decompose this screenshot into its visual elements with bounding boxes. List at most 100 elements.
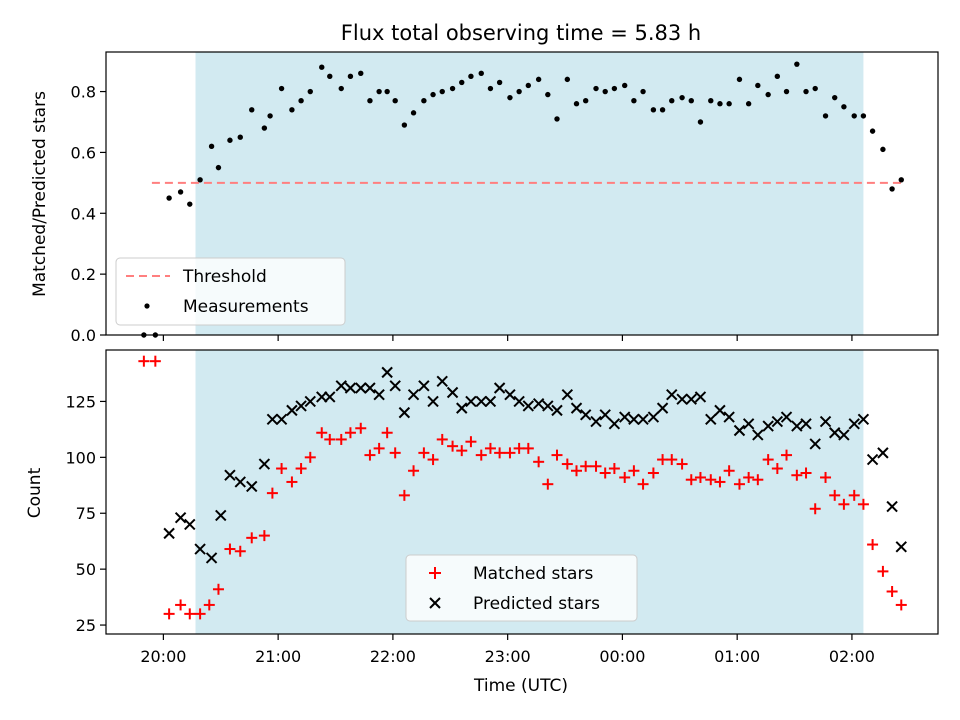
chart-title: Flux total observing time = 5.83 h [341,21,701,45]
matched-star-point [456,445,468,457]
matched-star-point [752,474,764,486]
matched-star-point [194,608,206,620]
matched-star-point [895,599,907,611]
predicted-star-point [246,480,258,493]
matched-star-point [800,467,812,479]
bottom-xlabel: Time (UTC) [473,676,568,696]
matched-star-point [637,478,649,490]
measurement-point [554,116,560,122]
y-tick-label: 25 [76,616,96,635]
matched-star-point [408,465,420,477]
predicted-star-point [780,411,793,423]
measurement-point [611,85,618,92]
predicted-star-point [705,413,717,426]
measurement-point [525,82,532,89]
matched-star-point [175,599,187,611]
measurement-point [631,97,637,104]
bottom-y-ticks: 25 50 75 100 125 [65,392,106,635]
predicted-star-point [475,395,487,408]
measurement-point [679,94,685,101]
matched-star-point [733,478,745,490]
matched-star-point [676,458,688,470]
matched-star-point [551,449,563,461]
measurement-point [841,104,847,110]
predicted-star-point [895,541,907,553]
predicted-star-point [848,418,860,430]
measurement-point [602,88,608,95]
matched-star-point [580,460,592,472]
measurement-point [745,101,752,107]
measurement-point [688,97,694,104]
legend-threshold-label: Threshold [182,267,267,287]
predicted-star-point [355,382,367,394]
matched-star-point [714,476,726,488]
matched-star-point [791,469,803,481]
matched-star-point [657,454,669,466]
matched-star-point [234,545,246,557]
matched-star-point [771,463,783,475]
predicted-star-point [234,476,246,488]
matched-points [138,355,907,620]
x-tick-label: 00:00 [599,647,645,666]
measurement-point [889,186,895,192]
predicted-star-point [542,400,554,412]
predicted-star-point [579,409,592,421]
predicted-star-point [838,429,850,441]
x-tick-label: 21:00 [255,647,301,666]
measurement-point [880,146,886,153]
measurement-point [832,94,838,101]
matched-star-point [324,433,336,445]
measurement-point [367,97,373,104]
measurement-point [177,189,184,195]
measurement-point [430,91,436,98]
measurement-points [141,61,904,338]
predicted-star-point [266,413,279,426]
matched-star-point [608,463,620,475]
matched-star-point [258,530,270,542]
matched-star-point [295,463,307,475]
predicted-star-point [484,395,497,408]
predicted-star-point [762,420,774,432]
measurement-point [822,113,829,119]
y-tick-label: 0.8 [71,83,96,102]
predicted-star-point [877,447,889,459]
predicted-star-point [723,411,735,423]
predicted-star-point [590,415,602,428]
measurement-point [669,97,675,104]
predicted-star-point [286,404,298,417]
matched-star-point [373,442,385,454]
matched-star-point [389,447,401,459]
top-ylabel: Matched/Predicted stars [30,91,50,297]
measurement-point [401,122,408,128]
measurement-point [439,88,445,95]
measurement-point [347,73,354,80]
measurement-point [650,107,657,113]
matched-star-point [533,456,545,468]
measurement-point [187,201,193,207]
predicted-star-point [436,375,448,388]
measurement-point [358,70,364,77]
measurement-point [783,88,790,95]
legend-matched-label: Matched stars [473,564,593,584]
predicted-star-point [551,404,563,417]
measurement-point [237,134,243,140]
y-tick-label: 0.0 [71,326,96,345]
matched-star-point [344,427,356,439]
matched-star-point [590,460,602,472]
predicted-star-point [599,409,611,421]
top-y-ticks: 0.0 0.2 0.4 0.6 0.8 [71,83,106,345]
predicted-star-point [389,380,401,392]
predicted-star-point [381,366,393,379]
measurement-point [869,128,876,134]
measurement-point [640,88,646,95]
measurement-point [338,85,344,92]
predicted-star-point [733,424,746,437]
matched-star-point [877,565,889,577]
predicted-star-point [456,402,468,414]
matched-star-point [335,433,347,445]
y-tick-label: 0.2 [71,265,96,284]
predicted-star-point [184,518,196,531]
measurement-point [459,79,465,86]
matched-star-point [465,436,477,448]
matched-star-point [513,442,525,454]
